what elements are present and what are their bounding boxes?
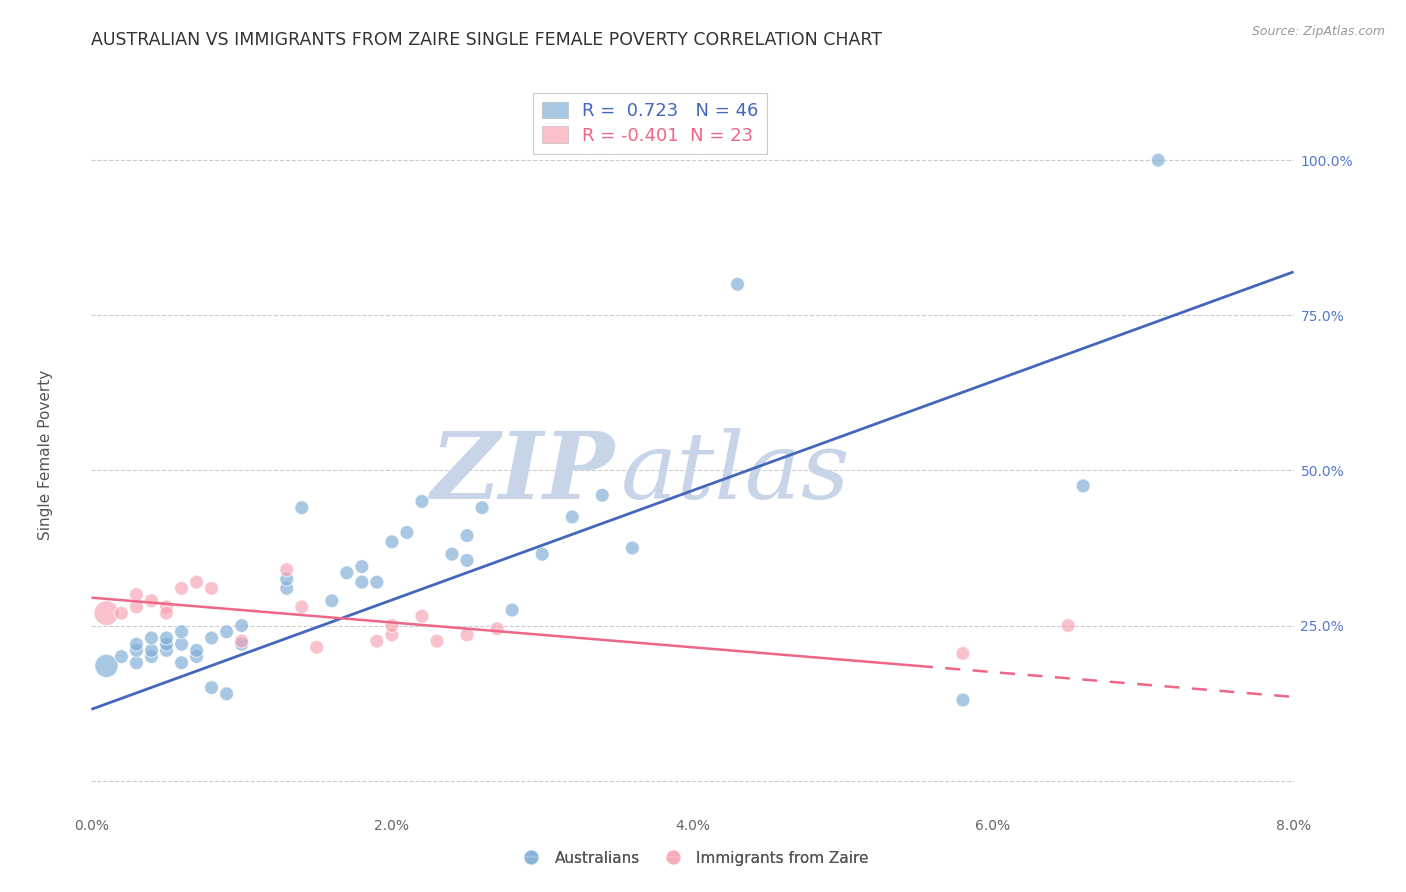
Point xyxy=(201,631,224,645)
Point xyxy=(125,637,148,651)
Point xyxy=(727,277,749,292)
Point xyxy=(155,637,177,651)
Point xyxy=(276,563,298,577)
Text: Source: ZipAtlas.com: Source: ZipAtlas.com xyxy=(1251,25,1385,38)
Point xyxy=(456,528,478,542)
Point xyxy=(561,510,583,524)
Point xyxy=(381,618,404,632)
Point xyxy=(411,494,433,508)
Point xyxy=(231,618,253,632)
Point xyxy=(141,631,163,645)
Point xyxy=(125,599,148,614)
Point xyxy=(531,547,554,561)
Point xyxy=(381,628,404,642)
Point xyxy=(350,559,373,574)
Point xyxy=(350,575,373,590)
Point xyxy=(456,553,478,567)
Point xyxy=(291,599,314,614)
Point xyxy=(215,687,238,701)
Text: atlas: atlas xyxy=(620,428,849,517)
Point xyxy=(125,656,148,670)
Text: Single Female Poverty: Single Female Poverty xyxy=(38,370,53,540)
Point xyxy=(141,593,163,607)
Point xyxy=(952,647,974,661)
Text: ZIP: ZIP xyxy=(430,428,614,517)
Point xyxy=(411,609,433,624)
Point xyxy=(486,622,509,636)
Point xyxy=(440,547,463,561)
Point xyxy=(231,634,253,648)
Point xyxy=(501,603,523,617)
Point xyxy=(125,643,148,657)
Point xyxy=(231,637,253,651)
Legend: Australians, Immigrants from Zaire: Australians, Immigrants from Zaire xyxy=(510,845,875,871)
Point xyxy=(1147,153,1170,168)
Point xyxy=(395,525,418,540)
Point xyxy=(155,643,177,657)
Point xyxy=(426,634,449,648)
Point xyxy=(155,599,177,614)
Point xyxy=(170,656,193,670)
Point xyxy=(591,488,613,502)
Point xyxy=(201,582,224,596)
Point xyxy=(201,681,224,695)
Point xyxy=(291,500,314,515)
Point xyxy=(366,634,388,648)
Point xyxy=(125,588,148,602)
Point xyxy=(141,643,163,657)
Point xyxy=(170,624,193,639)
Point xyxy=(170,582,193,596)
Point xyxy=(276,572,298,586)
Point xyxy=(471,500,494,515)
Point xyxy=(952,693,974,707)
Point xyxy=(110,606,132,620)
Point xyxy=(336,566,359,580)
Point xyxy=(110,649,132,664)
Point xyxy=(215,624,238,639)
Point xyxy=(276,582,298,596)
Point xyxy=(186,643,208,657)
Text: AUSTRALIAN VS IMMIGRANTS FROM ZAIRE SINGLE FEMALE POVERTY CORRELATION CHART: AUSTRALIAN VS IMMIGRANTS FROM ZAIRE SING… xyxy=(91,31,883,49)
Point xyxy=(141,649,163,664)
Point xyxy=(621,541,644,555)
Point xyxy=(456,628,478,642)
Point xyxy=(170,637,193,651)
Point xyxy=(96,659,118,673)
Point xyxy=(321,593,343,607)
Point xyxy=(155,631,177,645)
Point xyxy=(155,606,177,620)
Point xyxy=(186,649,208,664)
Point xyxy=(381,534,404,549)
Point xyxy=(1071,479,1094,493)
Point xyxy=(1057,618,1080,632)
Point xyxy=(305,640,328,655)
Point xyxy=(96,606,118,620)
Point xyxy=(186,575,208,590)
Point xyxy=(366,575,388,590)
